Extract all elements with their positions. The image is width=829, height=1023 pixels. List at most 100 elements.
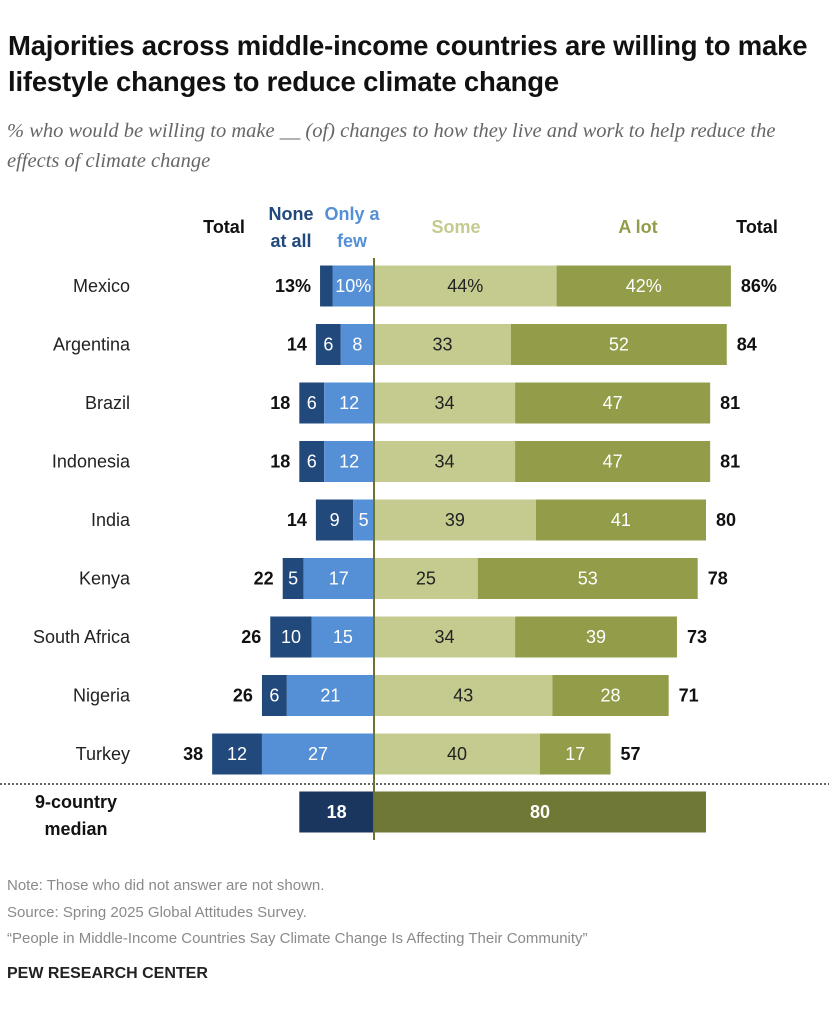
bar-none-at-all: [270, 616, 312, 658]
median-bar-left: [299, 791, 374, 833]
median-label: median: [44, 819, 107, 839]
bar-none-at-all: [315, 324, 341, 365]
value-label-few: 10%: [335, 276, 371, 296]
left-total-label: 22: [254, 569, 274, 589]
left-total-label: 18: [270, 393, 290, 413]
bar-a-lot: [552, 675, 669, 716]
right-total-label: 80: [716, 510, 736, 530]
value-label-few: 5: [359, 510, 369, 530]
bar-none-at-all: [299, 382, 325, 424]
bar-some: [374, 382, 516, 424]
value-label-few: 17: [329, 569, 349, 589]
report-title: “People in Middle-Income Countries Say C…: [7, 930, 588, 947]
country-label: India: [91, 510, 131, 530]
bar-none-at-all: [282, 558, 304, 599]
brand-logo: PEW RESEARCH CENTER: [7, 965, 208, 982]
bar-a-lot: [515, 616, 677, 658]
value-label-some: 43: [453, 686, 473, 706]
bar-a-lot: [515, 382, 711, 424]
value-label-alot: 47: [603, 393, 623, 413]
value-label-none: 12: [227, 744, 247, 764]
bar-only-a-few: [324, 382, 374, 424]
value-label-alot: 28: [601, 686, 621, 706]
bar-a-lot: [510, 324, 727, 365]
right-total-label: 73: [687, 627, 707, 647]
value-label-few: 21: [320, 686, 340, 706]
country-label: Kenya: [79, 569, 131, 589]
bar-some: [374, 265, 557, 307]
country-label: Mexico: [73, 276, 130, 296]
value-label-some: 40: [447, 744, 467, 764]
country-label: Nigeria: [73, 686, 131, 706]
value-label-alot: 39: [586, 627, 606, 647]
header-some: Some: [431, 217, 480, 237]
right-total-label: 84: [737, 335, 757, 355]
value-label-alot: 53: [578, 569, 598, 589]
value-label-none: 6: [307, 393, 317, 413]
bar-only-a-few: [324, 441, 374, 482]
bar-only-a-few: [353, 499, 374, 541]
value-label-alot: 52: [609, 335, 629, 355]
value-label-none: 6: [269, 686, 279, 706]
right-total-label: 57: [621, 744, 641, 764]
bar-some: [374, 733, 540, 775]
bar-only-a-few: [303, 558, 374, 599]
header-left-total: Total: [203, 217, 245, 237]
header-none: None: [269, 204, 314, 224]
left-total-label: 13%: [275, 276, 311, 296]
value-label-alot: 42%: [626, 276, 662, 296]
value-label-none: 6: [307, 452, 317, 472]
value-label-none: 5: [288, 569, 298, 589]
value-label-none: 10: [281, 627, 301, 647]
value-label-some: 34: [435, 452, 455, 472]
value-label-alot: 47: [603, 452, 623, 472]
bar-none-at-all: [315, 499, 354, 541]
country-label: South Africa: [33, 627, 131, 647]
value-label-some: 39: [445, 510, 465, 530]
bar-none-at-all: [320, 265, 333, 307]
bar-only-a-few: [311, 616, 374, 658]
value-label-some: 25: [416, 569, 436, 589]
value-label-few: 27: [308, 744, 328, 764]
value-label-few: 12: [339, 393, 359, 413]
left-total-label: 18: [270, 452, 290, 472]
value-label-none: 6: [323, 335, 333, 355]
header-few: few: [337, 231, 368, 251]
bar-a-lot: [556, 265, 731, 307]
bar-only-a-few: [286, 675, 374, 716]
country-label: Turkey: [76, 744, 130, 764]
bar-none-at-all: [212, 733, 262, 775]
value-label-alot: 41: [611, 510, 631, 530]
value-label-some: 33: [432, 335, 452, 355]
right-total-label: 86%: [741, 276, 777, 296]
value-label-some: 44%: [447, 276, 483, 296]
diverging-bar-chart: Total None at all Only a few Some A lot Total Me…: [0, 204, 829, 840]
header-alot: A lot: [618, 217, 657, 237]
left-total-label: 14: [287, 335, 307, 355]
bar-some: [374, 675, 553, 716]
bar-some: [374, 499, 536, 541]
left-total-label: 14: [287, 510, 307, 530]
right-total-label: 81: [720, 452, 740, 472]
note: Note: Those who did not answer are not s…: [7, 877, 325, 894]
source: Source: Spring 2025 Global Attitudes Sur…: [7, 904, 307, 921]
chart-title: Majorities across middle-income countrie…: [8, 30, 808, 97]
chart-subtitle: % who would be willing to make __ (of) c…: [7, 120, 776, 172]
header-few: Only a: [324, 204, 380, 224]
value-label-few: 8: [352, 335, 362, 355]
bar-some: [374, 616, 516, 658]
header-none: at all: [270, 231, 311, 251]
header-right-total: Total: [736, 217, 778, 237]
bar-only-a-few: [261, 733, 374, 775]
bar-some: [374, 558, 478, 599]
median-left-value: 18: [327, 802, 347, 822]
median-label: 9-country: [35, 792, 117, 812]
value-label-few: 12: [339, 452, 359, 472]
median-bar-right: [374, 791, 706, 833]
bar-only-a-few: [340, 324, 374, 365]
country-label: Indonesia: [52, 452, 131, 472]
country-label: Argentina: [53, 335, 131, 355]
bar-some: [374, 324, 511, 365]
bar-none-at-all: [261, 675, 287, 716]
value-label-alot: 17: [565, 744, 585, 764]
